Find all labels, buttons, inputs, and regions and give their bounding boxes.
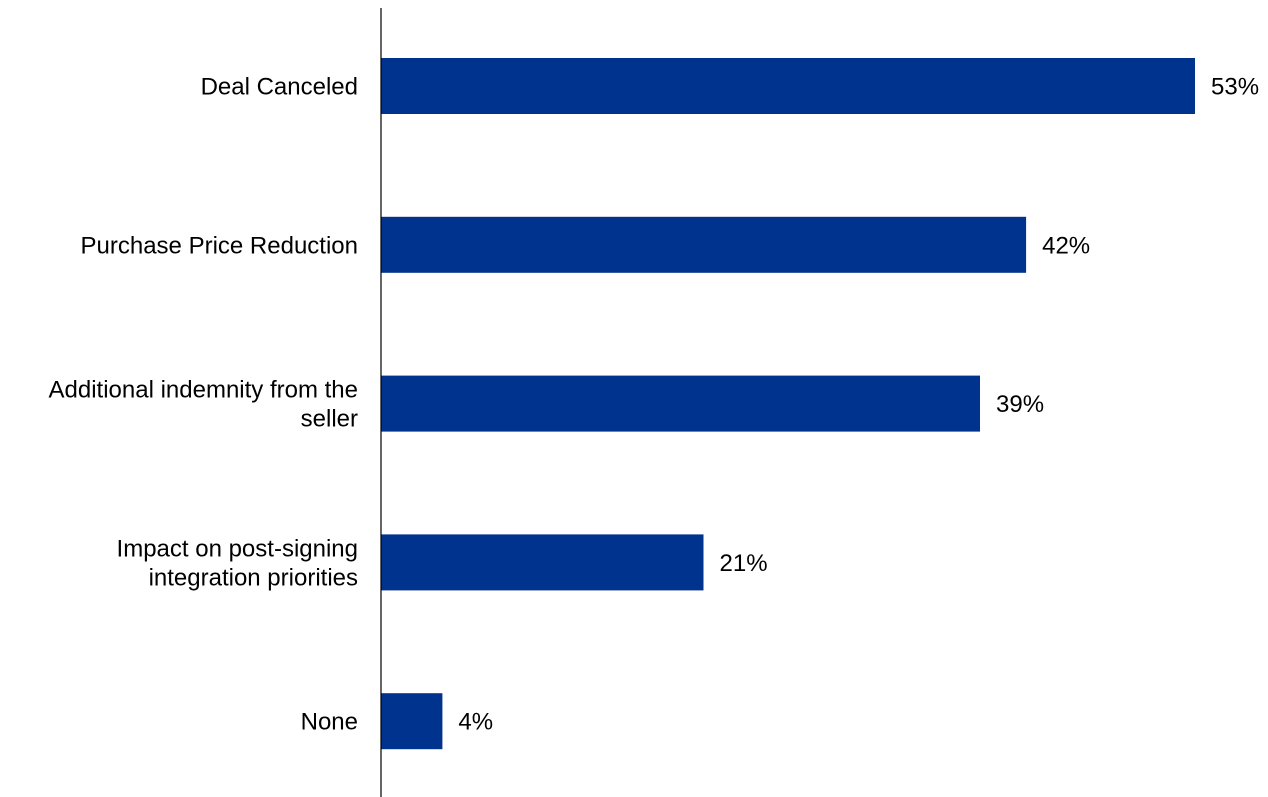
bar xyxy=(381,693,443,750)
category-label: Purchase Price Reduction xyxy=(81,232,358,259)
category-label-line: Impact on post-signing xyxy=(117,535,358,562)
bars-group xyxy=(381,58,1195,750)
data-label: 39% xyxy=(996,391,1044,418)
category-label: Additional indemnity from the seller xyxy=(49,377,359,433)
category-label-line: integration priorities xyxy=(149,564,358,591)
bar xyxy=(381,534,704,591)
bar xyxy=(381,216,1027,273)
data-label: 42% xyxy=(1042,232,1090,259)
value-labels: 53% 42% 39% 21% 4% xyxy=(458,74,1259,736)
category-label-line: None xyxy=(301,709,358,736)
category-label: Impact on post-signing integration priori… xyxy=(117,535,358,591)
category-label: Deal Canceled xyxy=(201,74,358,101)
category-labels: Deal Canceled Purchase Price Reduction Add… xyxy=(49,74,359,736)
category-label-line: seller xyxy=(301,406,358,433)
category-label-line: Deal Canceled xyxy=(201,74,358,101)
bar xyxy=(381,58,1195,114)
data-label: 4% xyxy=(458,709,493,736)
data-label: 21% xyxy=(720,550,768,577)
category-label: None xyxy=(301,709,358,736)
category-label-line: Additional indemnity from the xyxy=(49,377,359,404)
data-label: 53% xyxy=(1211,74,1259,101)
category-label-line: Purchase Price Reduction xyxy=(81,232,358,259)
bar xyxy=(381,375,980,432)
